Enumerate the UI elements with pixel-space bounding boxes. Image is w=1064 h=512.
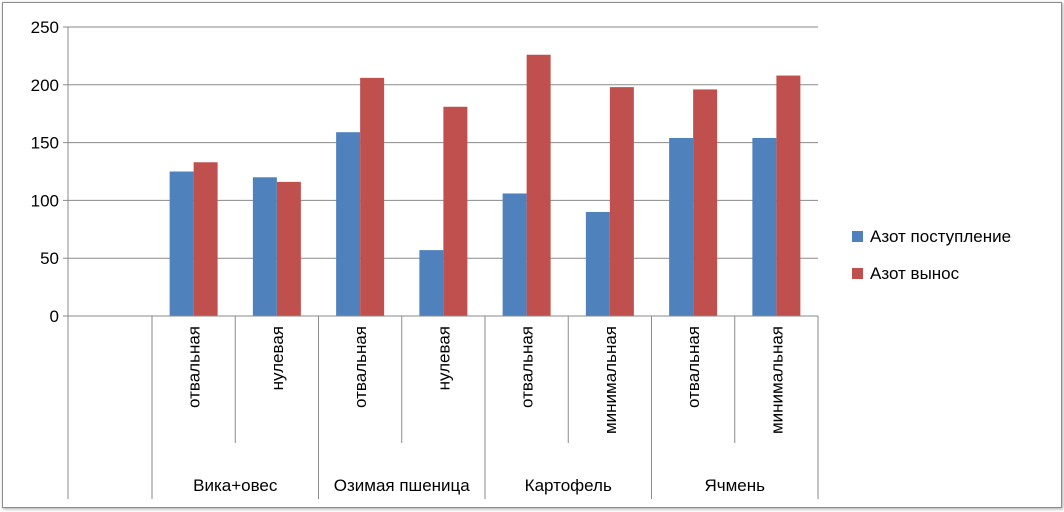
bar [669, 138, 693, 316]
y-tick-labels: 0 50 100 150 200 250 [31, 18, 59, 326]
bar [776, 76, 800, 316]
bar-chart: 0 50 100 150 200 250 отвальная нулевая отвальна… [3, 3, 1061, 507]
bar [194, 162, 218, 316]
x-category-label: отвальная [351, 326, 370, 408]
bar [586, 212, 610, 316]
bar [503, 193, 527, 316]
y-tick-label: 50 [40, 249, 59, 268]
x-group-label: Картофель [525, 476, 612, 495]
bar [443, 107, 467, 316]
y-tick-label: 200 [31, 76, 59, 95]
x-category-label: отвальная [684, 326, 703, 408]
x-group-label: Вика+овес [193, 476, 278, 495]
bar [170, 172, 194, 317]
bar [253, 177, 277, 316]
bar [419, 250, 443, 316]
y-tick-label: 100 [31, 191, 59, 210]
x-category-label: отвальная [518, 326, 537, 408]
x-group-label: Озимая пшеница [334, 476, 471, 495]
y-tick-label: 150 [31, 134, 59, 153]
bar [277, 182, 301, 316]
bar [610, 87, 634, 316]
bar [752, 138, 776, 316]
x-group-label: Ячмень [704, 476, 765, 495]
x-category-label: нулевая [268, 326, 287, 390]
legend-label: Азот поступление [870, 227, 1011, 246]
x-category-label: нулевая [434, 326, 453, 390]
y-tick-label: 0 [50, 307, 59, 326]
bars [170, 55, 801, 316]
bar [336, 132, 360, 316]
bar [693, 89, 717, 316]
legend-swatch [852, 268, 863, 279]
legend: Азот поступление Азот вынос [852, 227, 1011, 283]
bar [360, 78, 384, 316]
y-tick-label: 250 [31, 18, 59, 37]
legend-swatch [852, 231, 863, 242]
x-category-label: минимальная [767, 326, 786, 434]
legend-label: Азот вынос [870, 264, 960, 283]
x-category-label: минимальная [601, 326, 620, 434]
bar [527, 55, 551, 316]
x-category-label: отвальная [185, 326, 204, 408]
